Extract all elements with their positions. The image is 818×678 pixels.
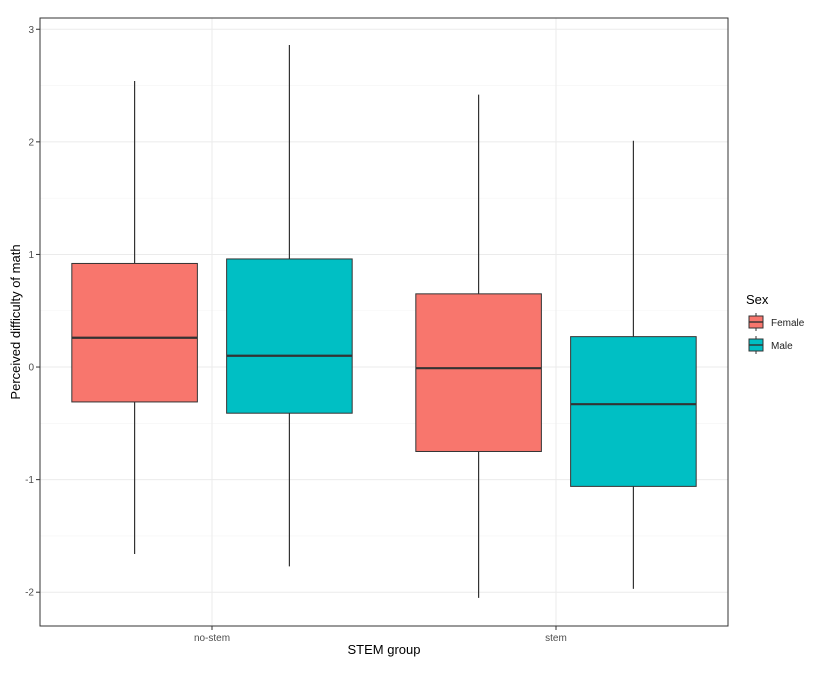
legend-items: Female Male	[748, 313, 805, 354]
y-axis-ticks: -2 -1 0 1 2 3	[25, 25, 40, 599]
x-tick-label: stem	[545, 633, 567, 644]
box-female-stem	[415, 94, 542, 598]
legend-title: Sex	[746, 292, 769, 307]
legend: Sex Female Male	[746, 292, 805, 354]
boxplot-series	[71, 45, 697, 598]
box-male-stem	[570, 140, 697, 589]
y-axis-title: Perceived difficulty of math	[8, 244, 23, 399]
y-tick-label: -1	[25, 475, 34, 486]
y-tick-label: 2	[28, 137, 34, 148]
box-iqr	[415, 293, 542, 452]
legend-item-female: Female	[748, 313, 805, 331]
box-iqr	[71, 262, 198, 403]
legend-label: Female	[771, 318, 805, 329]
legend-item-male: Male	[748, 336, 793, 354]
plot-panel-border	[39, 17, 729, 627]
legend-label: Male	[771, 341, 793, 352]
box-iqr	[570, 336, 697, 487]
y-tick-label: 1	[28, 250, 34, 261]
x-axis-ticks: no-stem stem	[194, 626, 567, 644]
y-tick-label: 3	[28, 25, 34, 36]
x-tick-label: no-stem	[194, 633, 230, 644]
y-tick-label: -2	[25, 588, 34, 599]
x-axis-title: STEM group	[348, 642, 421, 657]
box-female-no-stem	[71, 81, 198, 554]
box-male-no-stem	[226, 45, 353, 567]
box-iqr	[226, 258, 353, 414]
y-tick-label: 0	[28, 363, 34, 374]
